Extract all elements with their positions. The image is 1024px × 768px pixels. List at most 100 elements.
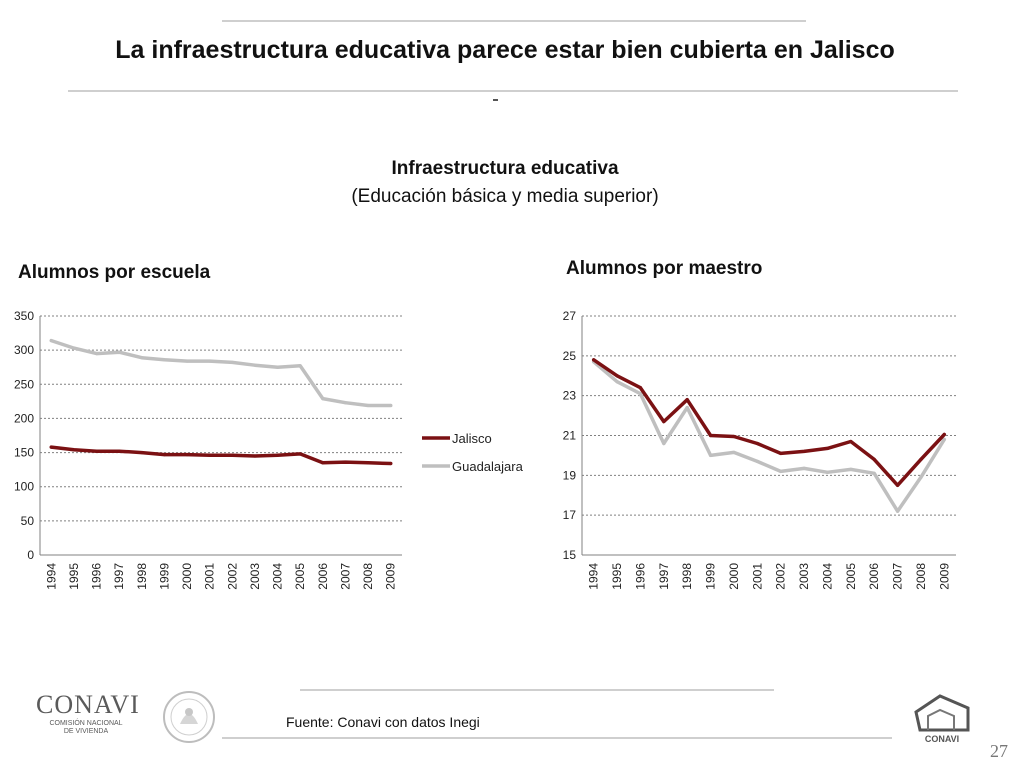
chart-main-subtitle: (Educación básica y media superior)	[351, 186, 659, 207]
data-point-jalisco	[230, 453, 234, 457]
x-tick-label: 1994	[587, 563, 601, 590]
x-tick-label: 1996	[90, 563, 104, 590]
data-point-guadalajara	[298, 364, 302, 368]
chart-title-alumnos-por-maestro: Alumnos por maestro	[566, 258, 763, 279]
data-point-jalisco	[779, 451, 783, 456]
data-point-jalisco	[298, 452, 302, 456]
y-tick-label: 300	[14, 343, 34, 357]
data-point-jalisco	[638, 386, 643, 390]
chart-main-title: Infraestructura educativa	[391, 158, 619, 179]
slide-title: La infraestructura educativa parece esta…	[115, 36, 895, 64]
data-point-jalisco	[872, 457, 876, 461]
y-tick-label: 27	[563, 309, 577, 323]
data-point-guadalajara	[849, 467, 853, 471]
data-point-guadalajara	[185, 359, 189, 363]
y-tick-label: 0	[27, 548, 34, 562]
x-tick-label: 2004	[271, 563, 285, 590]
data-point-jalisco	[275, 453, 280, 457]
data-point-guadalajara	[662, 441, 666, 446]
x-tick-label: 1995	[67, 563, 81, 590]
data-point-jalisco	[366, 461, 370, 465]
decorative-dash	[493, 99, 498, 101]
data-point-jalisco	[72, 448, 76, 452]
x-tick-label: 1997	[657, 563, 671, 590]
data-point-jalisco	[253, 454, 257, 458]
data-point-guadalajara	[802, 466, 806, 470]
data-point-jalisco	[162, 453, 167, 457]
footer-rule-bottom	[222, 737, 892, 739]
data-point-guadalajara	[49, 338, 53, 343]
data-point-guadalajara	[919, 475, 923, 479]
x-tick-label: 2007	[891, 563, 905, 590]
series-line-guadalajara	[591, 360, 947, 513]
data-point-guadalajara	[366, 403, 370, 408]
y-tick-label: 100	[14, 480, 34, 494]
x-tick-label: 2008	[914, 563, 928, 590]
x-tick-label: 2003	[248, 563, 262, 590]
data-point-guadalajara	[685, 406, 689, 410]
data-point-jalisco	[140, 450, 144, 455]
data-point-jalisco	[708, 433, 713, 438]
x-tick-label: 2007	[338, 563, 352, 590]
x-tick-label: 2006	[867, 563, 881, 590]
x-tick-label: 1996	[633, 563, 647, 590]
data-point-jalisco	[942, 432, 946, 437]
x-tick-label: 2001	[203, 563, 217, 590]
data-point-jalisco	[825, 446, 830, 451]
title-underline-rule	[68, 90, 958, 92]
data-point-jalisco	[343, 460, 348, 464]
data-point-guadalajara	[72, 346, 76, 350]
data-point-guadalajara	[162, 358, 167, 362]
mexico-seal-icon	[162, 690, 216, 749]
data-point-guadalajara	[253, 363, 257, 367]
footer-rule-top	[300, 689, 774, 691]
data-point-jalisco	[919, 457, 923, 461]
data-point-guadalajara	[275, 365, 280, 369]
x-tick-label: 1998	[135, 563, 149, 590]
y-tick-label: 250	[14, 377, 34, 391]
y-tick-label: 19	[563, 468, 577, 482]
x-tick-label: 2008	[361, 563, 375, 590]
y-tick-label: 200	[14, 411, 34, 425]
x-tick-label: 2006	[316, 563, 330, 590]
legend-label-guadalajara: Guadalajara	[452, 459, 524, 474]
x-tick-label: 2004	[820, 563, 834, 590]
data-point-guadalajara	[755, 459, 759, 463]
x-tick-label: 2003	[797, 563, 811, 590]
series-line-jalisco	[49, 445, 393, 466]
data-point-jalisco	[685, 398, 689, 402]
data-point-jalisco	[755, 441, 759, 446]
x-tick-label: 2002	[225, 563, 239, 590]
data-point-guadalajara	[895, 509, 900, 513]
chart-alumnos-por-escuela: 0 50 100 150 200 250 300 350 1994 1995 1996 1997 199…	[14, 309, 524, 590]
svg-text:CONAVI: CONAVI	[925, 734, 959, 744]
data-point-guadalajara	[825, 470, 830, 474]
x-tick-label: 1998	[680, 563, 694, 590]
data-point-jalisco	[615, 374, 619, 378]
data-point-guadalajara	[343, 401, 348, 405]
x-tick-label: 2001	[750, 563, 764, 590]
data-point-jalisco	[208, 453, 212, 457]
data-point-guadalajara	[942, 437, 946, 442]
data-point-guadalajara	[208, 359, 212, 363]
series-line-guadalajara	[49, 338, 393, 408]
data-point-jalisco	[117, 449, 121, 453]
x-tick-label: 2005	[293, 563, 307, 590]
x-tick-label: 2009	[384, 563, 398, 590]
data-point-jalisco	[662, 419, 666, 424]
data-point-jalisco	[94, 449, 99, 453]
data-point-guadalajara	[732, 450, 736, 455]
x-tick-label: 2005	[844, 563, 858, 590]
data-point-jalisco	[849, 439, 853, 444]
x-tick-label: 1999	[704, 563, 718, 590]
data-point-jalisco	[185, 453, 189, 457]
data-point-guadalajara	[779, 469, 783, 473]
conavi-logo-left: CONAVI COMISIÓN NACIONAL DE VIVIENDA	[36, 690, 140, 735]
chart-title-alumnos-por-escuela: Alumnos por escuela	[18, 262, 211, 283]
y-tick-label: 17	[563, 508, 577, 522]
data-point-guadalajara	[389, 403, 393, 408]
y-tick-label: 21	[563, 429, 577, 443]
data-point-guadalajara	[94, 351, 99, 356]
x-tick-label: 1994	[44, 563, 58, 590]
data-point-guadalajara	[615, 380, 619, 384]
